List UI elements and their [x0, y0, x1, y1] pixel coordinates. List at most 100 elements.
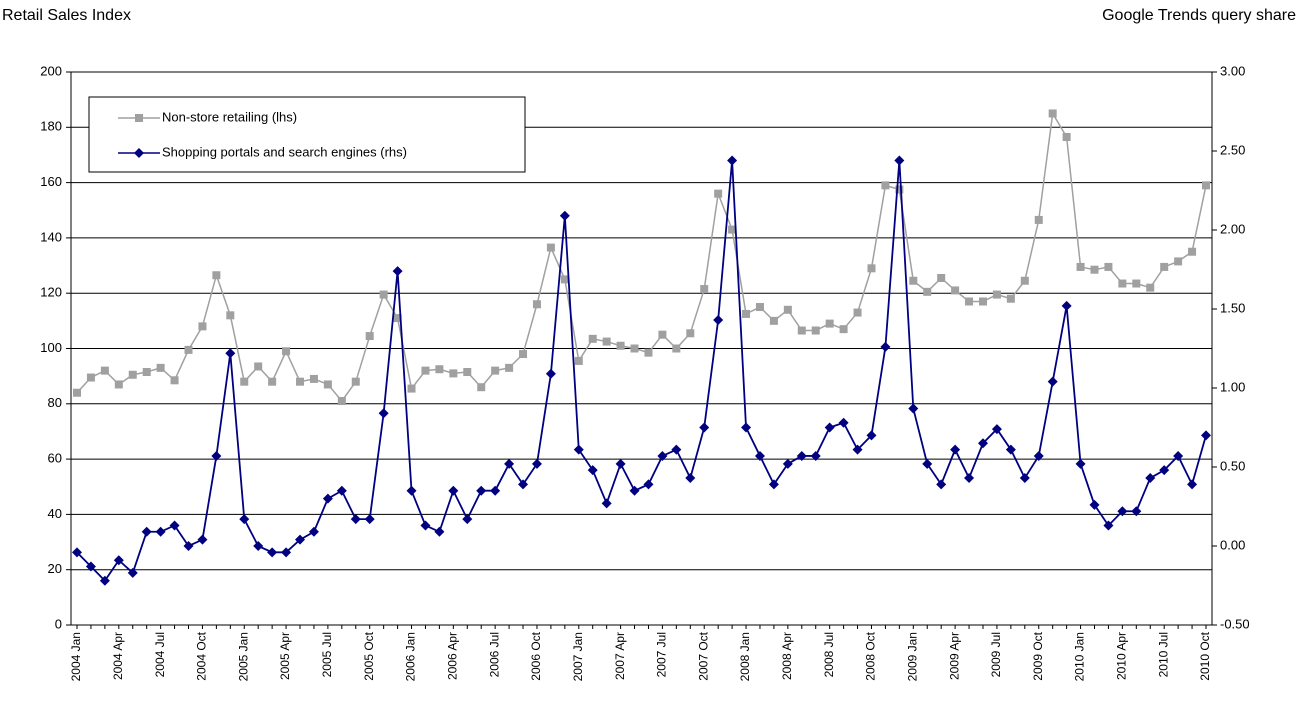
data-point [658, 330, 667, 339]
data-point [714, 189, 723, 198]
data-point [518, 479, 529, 490]
data-point [686, 329, 695, 338]
x-tick-label: 2005 Apr [278, 632, 292, 680]
x-tick-label: 2008 Apr [780, 632, 794, 680]
data-point [72, 547, 82, 558]
data-point [965, 297, 974, 306]
data-point [1103, 520, 1114, 531]
y-tick-label: 0 [55, 616, 62, 631]
data-point [797, 326, 806, 335]
data-point [1019, 473, 1030, 484]
data-point [880, 341, 891, 352]
plot-frame [70, 71, 1213, 626]
data-point [141, 526, 152, 537]
data-point [127, 567, 138, 578]
data-point [463, 368, 472, 377]
data-point [86, 373, 95, 382]
data-point [1117, 506, 1128, 517]
data-point [936, 479, 947, 490]
data-point [713, 315, 724, 326]
x-tick-label: 2006 Jul [487, 632, 501, 677]
data-point [504, 458, 515, 469]
data-point [1146, 283, 1155, 292]
data-point [629, 485, 640, 496]
x-tick-label: 2008 Oct [864, 631, 878, 680]
data-point [754, 450, 765, 461]
data-point [476, 485, 487, 496]
data-point [1145, 473, 1156, 484]
data-point [531, 458, 542, 469]
data-point [365, 332, 374, 341]
data-point [615, 458, 626, 469]
data-point [85, 561, 96, 572]
data-point [240, 377, 249, 386]
data-point [1174, 257, 1183, 266]
data-point [462, 514, 473, 525]
data-point [198, 322, 207, 331]
data-point [308, 526, 319, 537]
data-point [977, 438, 988, 449]
data-point [156, 363, 165, 372]
data-point [1034, 215, 1043, 224]
data-point [894, 155, 905, 166]
data-point [992, 290, 1001, 299]
y2-tick-label: 2.00 [1220, 221, 1245, 236]
data-point [296, 377, 305, 386]
data-point [587, 465, 598, 476]
data-point [768, 479, 779, 490]
y-tick-label: 60 [48, 451, 62, 466]
data-point [644, 348, 653, 357]
data-point [254, 362, 263, 371]
data-point [393, 314, 402, 323]
data-point [782, 458, 793, 469]
data-point [559, 210, 570, 221]
data-point [630, 344, 639, 353]
data-point [852, 444, 863, 455]
data-point [1062, 132, 1071, 141]
y-tick-label: 100 [40, 340, 62, 355]
x-tick-label: 2010 Apr [1115, 632, 1129, 680]
y-axis-title: Retail Sales Index [2, 7, 131, 24]
legend-label: Non-store retailing (lhs) [162, 109, 297, 124]
data-point [1020, 276, 1029, 285]
x-tick-label: 2010 Jan [1073, 632, 1087, 681]
data-point [1159, 465, 1170, 476]
data-point [336, 485, 347, 496]
x-tick-label: 2006 Oct [529, 631, 543, 680]
x-tick-label: 2005 Jan [236, 632, 250, 681]
data-point [295, 534, 306, 545]
y2-tick-label: 3.00 [1220, 63, 1245, 78]
data-point [1048, 109, 1057, 118]
data-point [560, 275, 569, 284]
data-point [1173, 450, 1184, 461]
y2-tick-label: 0.00 [1220, 537, 1245, 552]
data-point [601, 498, 612, 509]
data-point [825, 319, 834, 328]
data-point [268, 377, 277, 386]
data-point [909, 276, 918, 285]
data-point [407, 384, 416, 393]
data-point [881, 181, 890, 190]
x-tick-label: 2009 Jul [989, 632, 1003, 677]
data-point [937, 273, 946, 282]
x-tick-label: 2010 Jul [1156, 632, 1170, 677]
data-point [783, 305, 792, 314]
y2-axis-title: Google Trends query share [1102, 7, 1296, 24]
x-tick-label: 2006 Apr [446, 632, 460, 680]
data-point [421, 366, 430, 375]
data-point [1061, 300, 1072, 311]
data-point [810, 450, 821, 461]
data-point [337, 397, 346, 406]
data-point [113, 555, 124, 566]
data-point [1089, 499, 1100, 510]
data-point [364, 514, 375, 525]
data-point [281, 547, 292, 558]
data-point [742, 309, 751, 318]
legend-marker [135, 114, 143, 122]
data-point [1187, 479, 1198, 490]
x-tick-label: 2007 Jul [655, 632, 669, 677]
data-point [588, 334, 597, 343]
data-point [309, 374, 318, 383]
data-point [420, 520, 431, 531]
data-point [796, 450, 807, 461]
